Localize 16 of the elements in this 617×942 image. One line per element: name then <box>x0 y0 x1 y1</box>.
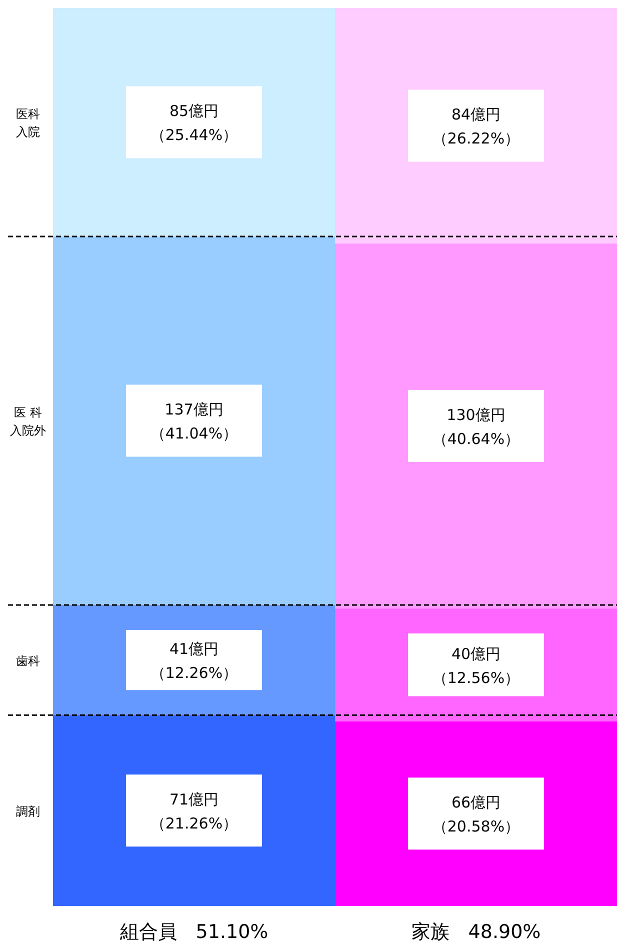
bar <box>335 243 617 608</box>
series-label: 歯科 <box>16 654 40 668</box>
bar <box>53 236 335 605</box>
data-label: 71億円（21.26%） <box>150 790 238 833</box>
data-label: 40億円（12.56%） <box>432 644 520 687</box>
series-label: 調剤 <box>16 804 40 819</box>
series-label: 医科入院 <box>16 107 40 140</box>
series-label: 医 科入院外 <box>10 406 46 438</box>
data-label: 66億円（20.58%） <box>432 794 520 836</box>
data-label: 137億円（41.04%） <box>150 400 238 443</box>
data-label: 85億円（25.44%） <box>150 102 238 144</box>
data-label: 130億円（40.64%） <box>432 406 520 448</box>
x-tick-label: 組合員 51.10% <box>118 921 268 942</box>
x-tick-label: 家族 48.90% <box>411 921 541 942</box>
data-label: 41億円（12.26%） <box>150 640 238 682</box>
data-label: 84億円（26.22%） <box>432 106 520 148</box>
